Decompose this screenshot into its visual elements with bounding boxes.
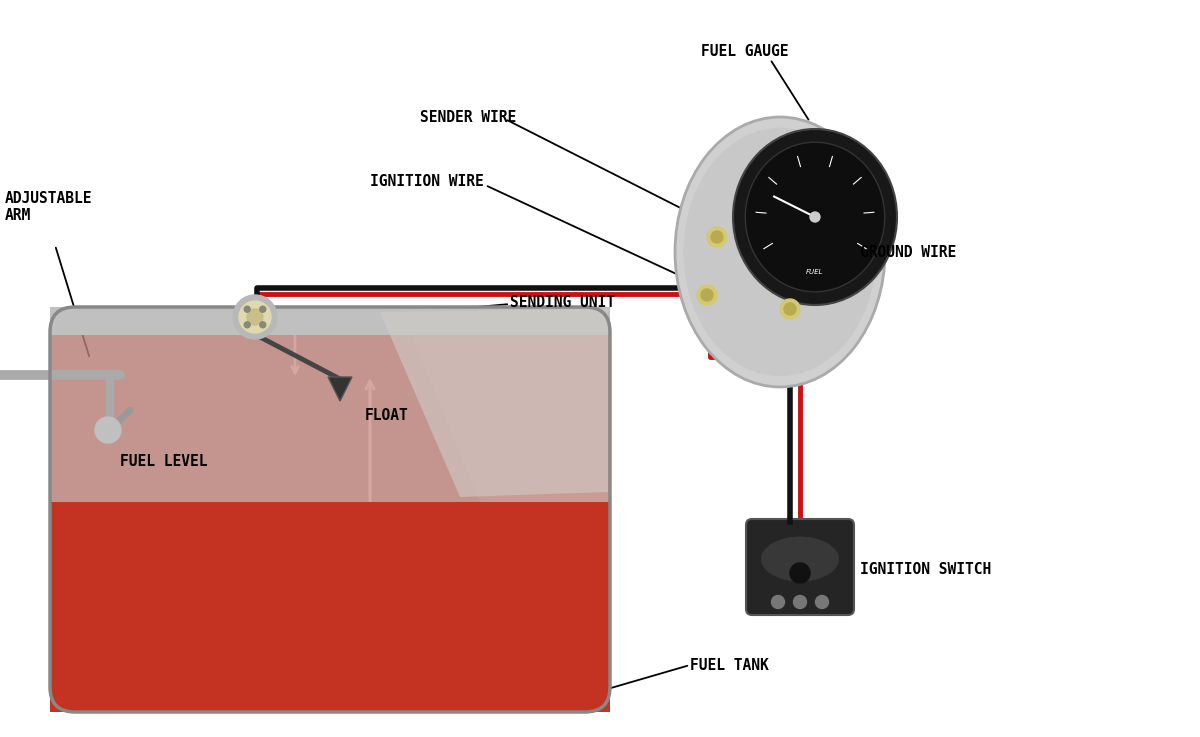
Circle shape <box>233 295 277 339</box>
Text: IGNITION SWITCH: IGNITION SWITCH <box>860 562 991 576</box>
Circle shape <box>710 231 722 243</box>
Circle shape <box>259 306 265 312</box>
Circle shape <box>707 227 727 247</box>
Circle shape <box>810 212 820 222</box>
Circle shape <box>247 309 263 325</box>
Polygon shape <box>50 307 610 502</box>
Circle shape <box>701 289 713 301</box>
Text: SENDING UNIT: SENDING UNIT <box>510 295 616 310</box>
Circle shape <box>784 303 796 315</box>
Ellipse shape <box>733 129 898 305</box>
Ellipse shape <box>674 117 886 387</box>
Circle shape <box>780 299 800 319</box>
Text: FLOAT: FLOAT <box>365 408 409 422</box>
Ellipse shape <box>745 142 884 292</box>
Circle shape <box>259 322 265 328</box>
Circle shape <box>772 595 785 609</box>
Circle shape <box>239 301 271 333</box>
Circle shape <box>697 285 718 305</box>
Polygon shape <box>380 309 608 497</box>
Ellipse shape <box>684 128 876 376</box>
FancyBboxPatch shape <box>746 519 854 615</box>
FancyBboxPatch shape <box>50 307 610 712</box>
Text: IGNITION WIRE: IGNITION WIRE <box>370 175 484 189</box>
Text: ADJUSTABLE
ARM: ADJUSTABLE ARM <box>5 191 92 223</box>
Circle shape <box>245 306 251 312</box>
Text: SENDER WIRE: SENDER WIRE <box>420 110 516 125</box>
Circle shape <box>95 417 121 443</box>
Circle shape <box>793 595 806 609</box>
Polygon shape <box>400 307 610 682</box>
Text: FUEL GAUGE: FUEL GAUGE <box>701 44 788 60</box>
Bar <box>50 307 610 335</box>
Text: FUEL LEVEL: FUEL LEVEL <box>120 455 208 469</box>
Polygon shape <box>328 377 352 401</box>
Text: GROUND WIRE: GROUND WIRE <box>860 245 956 259</box>
Circle shape <box>245 322 251 328</box>
Text: FUEL: FUEL <box>806 269 823 275</box>
Polygon shape <box>50 502 610 712</box>
Ellipse shape <box>761 537 839 581</box>
Circle shape <box>816 595 828 609</box>
Text: FUEL TANK: FUEL TANK <box>690 657 769 672</box>
Circle shape <box>790 563 810 583</box>
